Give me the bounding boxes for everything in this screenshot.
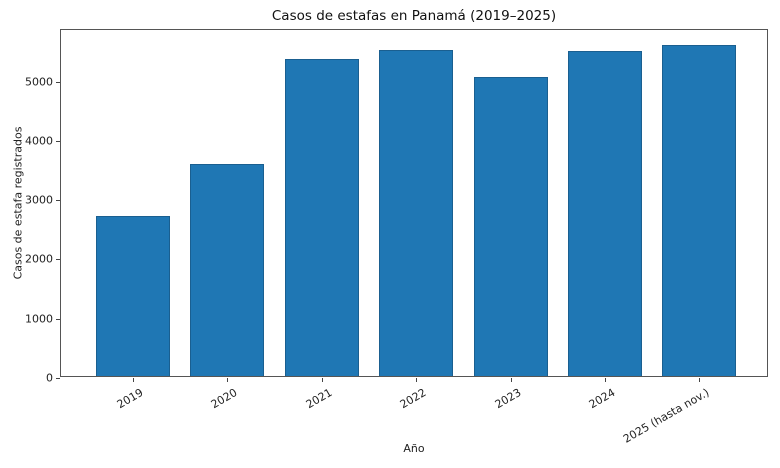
y-tick-label: 2000: [25, 252, 53, 266]
y-tick-label: 4000: [25, 134, 53, 148]
x-tick: [699, 378, 701, 382]
bar-2020: [190, 163, 265, 376]
chart-title: Casos de estafas en Panamá (2019–2025): [271, 8, 557, 24]
x-tick-label: 2022: [397, 386, 429, 412]
x-tick: [227, 378, 229, 382]
y-tick: [56, 259, 60, 261]
x-tick-label: 2025 (hasta nov.): [621, 386, 712, 446]
y-tick-label: 0: [46, 371, 53, 385]
x-tick: [510, 378, 512, 382]
y-tick-label: 3000: [25, 193, 53, 207]
bar-2019: [96, 215, 170, 376]
y-tick: [56, 378, 60, 379]
bar-2023: [473, 76, 548, 376]
x-tick: [605, 378, 606, 382]
x-tick-label: 2021: [303, 386, 335, 412]
x-tick: [416, 378, 418, 382]
y-tick: [56, 200, 60, 202]
bar-2022: [379, 49, 454, 376]
y-tick-label: 1000: [25, 312, 53, 326]
x-axis-label: Año: [403, 442, 425, 455]
bar-2025: [662, 45, 737, 376]
x-tick-label: 2020: [209, 386, 240, 412]
y-tick: [56, 81, 60, 83]
y-axis-label: Casos de estafa registrados: [11, 126, 25, 280]
y-tick: [56, 140, 60, 142]
x-tick: [133, 378, 134, 382]
bar-2021: [284, 59, 359, 376]
x-tick-label: 2023: [492, 386, 524, 412]
bar-2024: [568, 51, 642, 376]
x-tick-label: 2024: [586, 386, 618, 412]
x-tick: [321, 378, 323, 382]
x-tick-label: 2019: [114, 386, 146, 412]
plot-area: 2019 2020 2021 2022 2023 2024 2025 (hasta nov.…: [25, 29, 768, 446]
y-tick-label: 5000: [25, 75, 53, 89]
y-tick: [56, 318, 60, 320]
